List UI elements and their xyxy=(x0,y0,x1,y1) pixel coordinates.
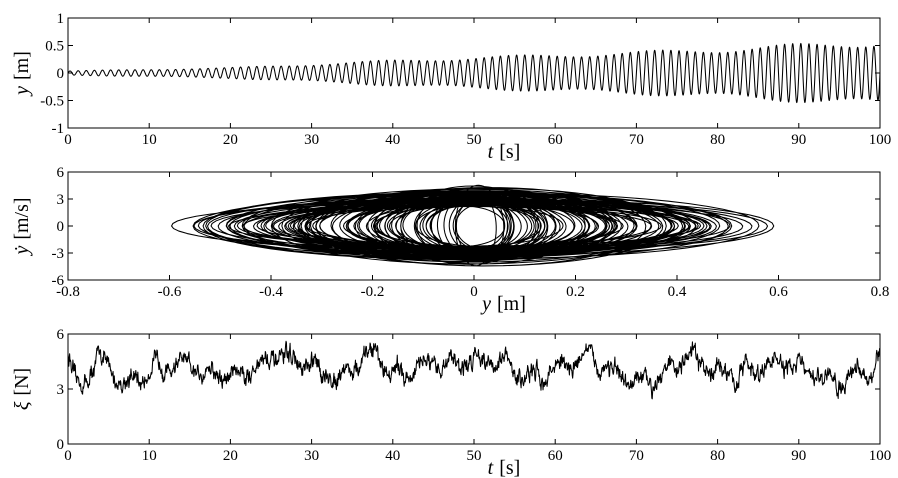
y-axis-label-unit: [m/s] xyxy=(11,197,33,239)
x-tick-label: -0.8 xyxy=(56,284,80,300)
y-tick-label: 1 xyxy=(57,11,65,27)
y-tick-label: 0 xyxy=(57,437,65,453)
x-tick-label: 30 xyxy=(304,132,319,148)
x-tick-label: 0.6 xyxy=(769,284,788,300)
y-tick-label: 3 xyxy=(57,192,65,208)
phase-orbit-series xyxy=(171,184,775,267)
x-tick-label: 0.2 xyxy=(566,284,585,300)
x-tick-label: 50 xyxy=(467,132,482,148)
panel-displacement: 0 10 20 30 40 50 60 70 80 90 100 -1 -0.5 0 0.5 1 t [s] y [m… xyxy=(11,11,891,163)
y-axis-label-symbol: y xyxy=(11,86,33,97)
y-tick-label: 0.5 xyxy=(45,39,64,55)
x-tick-label: 0 xyxy=(64,132,72,148)
y-axis-label: y [m] xyxy=(11,51,33,97)
y-axis-label-symbol: ξ xyxy=(11,401,33,410)
x-tick-label: 80 xyxy=(710,132,725,148)
x-tick-label: 90 xyxy=(791,448,806,464)
x-tick-label: -0.2 xyxy=(361,284,385,300)
x-tick-label: 0 xyxy=(64,448,72,464)
y-tick-label: 3 xyxy=(57,382,65,398)
x-tick-label: 50 xyxy=(467,448,482,464)
y-axis-label-symbol: ẏ xyxy=(11,246,33,257)
x-tick-label: 10 xyxy=(142,448,157,464)
x-tick-label: 60 xyxy=(548,448,563,464)
y-tick-label: -6 xyxy=(52,273,65,289)
x-axis-label-unit: [m] xyxy=(497,293,526,315)
panel-phase-portrait: -0.8 -0.6 -0.4 -0.2 0 0.2 0.4 0.6 0.8 -6 -3 0 3 6 y [m]… xyxy=(11,165,889,315)
x-tick-label: 60 xyxy=(548,132,563,148)
x-tick-label: 70 xyxy=(629,448,644,464)
y-tick-label: 0 xyxy=(57,66,65,82)
x-axis-label-unit: [s] xyxy=(499,141,520,163)
x-axis-label: y [m] xyxy=(480,293,526,315)
x-tick-label: 100 xyxy=(869,132,892,148)
x-tick-label: 40 xyxy=(385,132,400,148)
x-tick-label: -0.4 xyxy=(259,284,283,300)
x-tick-label: 70 xyxy=(629,132,644,148)
y-axis-label: ξ [N] xyxy=(11,368,33,410)
x-tick-label: 20 xyxy=(223,132,238,148)
displacement-series xyxy=(67,42,881,104)
y-axis-label-unit: [m] xyxy=(11,51,33,80)
x-tick-label: 0.4 xyxy=(668,284,687,300)
panel-force: 0 10 20 30 40 50 60 70 80 90 100 0 3 6 t [s] ξ [N] xyxy=(11,327,891,478)
x-axis-label: t [s] xyxy=(488,141,521,163)
x-tick-label: 0 xyxy=(470,284,478,300)
x-axis-label-symbol: t xyxy=(488,141,494,163)
x-tick-label: 30 xyxy=(304,448,319,464)
x-tick-label: 0.8 xyxy=(871,284,890,300)
x-tick-label: 100 xyxy=(869,448,892,464)
y-tick-label: 0 xyxy=(57,219,65,235)
x-tick-label: 80 xyxy=(710,448,725,464)
x-tick-label: 20 xyxy=(223,448,238,464)
y-tick-label: 6 xyxy=(57,165,65,181)
y-tick-label: -1 xyxy=(52,121,65,137)
y-axis-label: ẏ [m/s] xyxy=(11,197,33,256)
x-tick-label: 10 xyxy=(142,132,157,148)
x-axis-label: t [s] xyxy=(488,457,521,478)
y-tick-label: 6 xyxy=(57,327,65,343)
x-tick-label: 90 xyxy=(791,132,806,148)
x-axis-label-symbol: t xyxy=(488,457,494,478)
x-axis-label-unit: [s] xyxy=(499,457,520,478)
x-tick-label: -0.6 xyxy=(158,284,182,300)
y-tick-label: -3 xyxy=(52,246,65,262)
force-series xyxy=(67,340,881,400)
y-axis-label-unit: [N] xyxy=(11,368,33,396)
x-axis-label-symbol: y xyxy=(480,293,491,315)
x-tick-label: 40 xyxy=(385,448,400,464)
y-tick-label: -0.5 xyxy=(40,94,64,110)
